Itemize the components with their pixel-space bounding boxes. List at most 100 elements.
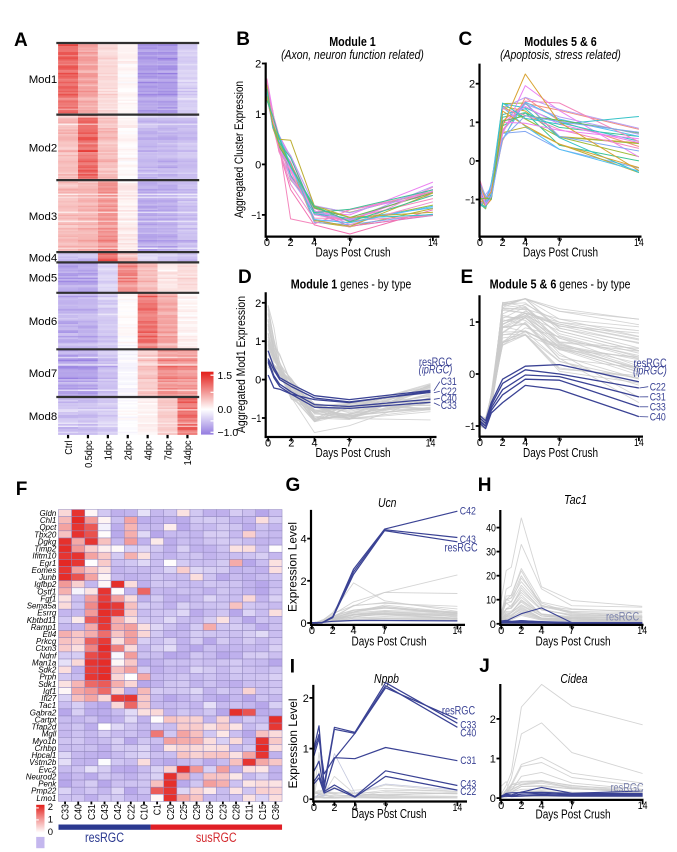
svg-text:0.5dpc: 0.5dpc [83, 441, 95, 468]
svg-text:0: 0 [265, 437, 271, 449]
svg-text:Days Post Crush: Days Post Crush [352, 635, 427, 649]
svg-text:14: 14 [453, 802, 463, 814]
svg-text:Ctrl: Ctrl [63, 441, 75, 455]
svg-text:Module 1: Module 1 [329, 34, 376, 49]
svg-text:C40: C40 [74, 804, 85, 820]
svg-text:C11: C11 [245, 804, 256, 820]
svg-text:Aggregated Mod1 Expression: Aggregated Mod1 Expression [236, 296, 248, 433]
svg-text:susRGC: susRGC [196, 830, 237, 845]
svg-text:4: 4 [311, 237, 317, 249]
svg-text:I: I [290, 656, 295, 677]
svg-text:0: 0 [300, 618, 306, 630]
svg-text:Ostf1: Ostf1 [37, 587, 56, 596]
svg-text:14: 14 [426, 437, 436, 449]
svg-text:C31: C31 [441, 376, 457, 388]
svg-text:(Apoptosis, stress related): (Apoptosis, stress related) [500, 47, 621, 62]
svg-text:4: 4 [352, 802, 358, 814]
svg-text:1.5: 1.5 [218, 370, 233, 382]
svg-text:A: A [14, 30, 28, 51]
svg-text:Ifi27: Ifi27 [41, 694, 56, 703]
svg-text:Mod4: Mod4 [29, 252, 58, 264]
svg-text:resRGC: resRGC [611, 783, 644, 795]
svg-text:0: 0 [469, 156, 475, 168]
svg-text:2: 2 [500, 437, 506, 449]
svg-text:0: 0 [477, 437, 483, 449]
svg-text:7dpc: 7dpc [162, 441, 174, 461]
svg-text:0: 0 [490, 793, 496, 805]
svg-text:4: 4 [300, 534, 306, 546]
svg-text:Cidea: Cidea [560, 671, 587, 686]
svg-text:−1: −1 [251, 210, 261, 222]
svg-text:Cartpt: Cartpt [35, 715, 57, 724]
svg-text:resRGC: resRGC [85, 830, 124, 845]
svg-text:0: 0 [48, 827, 53, 838]
svg-text:C26: C26 [205, 804, 216, 820]
svg-text:Days Post Crush: Days Post Crush [536, 808, 611, 822]
svg-text:C33: C33 [61, 804, 72, 820]
svg-text:Mod6: Mod6 [29, 316, 58, 328]
svg-text:H: H [478, 475, 492, 496]
svg-text:4: 4 [311, 437, 317, 449]
svg-text:C31: C31 [650, 391, 666, 403]
svg-text:(ipRGC): (ipRGC) [419, 365, 453, 377]
svg-text:D: D [238, 267, 252, 288]
svg-text:Ifitm10: Ifitm10 [32, 552, 56, 561]
svg-text:40: 40 [486, 523, 496, 535]
svg-text:0.0: 0.0 [218, 404, 233, 416]
svg-text:1dpc: 1dpc [103, 441, 115, 461]
svg-text:2: 2 [518, 800, 524, 812]
svg-text:2: 2 [48, 802, 53, 813]
svg-text:−1: −1 [251, 413, 261, 425]
svg-text:1: 1 [255, 109, 261, 121]
svg-text:7: 7 [569, 625, 575, 637]
svg-text:resRGC: resRGC [606, 612, 639, 624]
svg-text:−1.0: −1.0 [218, 427, 239, 439]
svg-text:Lmo1: Lmo1 [36, 794, 56, 803]
svg-text:C25: C25 [179, 804, 190, 820]
svg-text:Eomes: Eomes [32, 566, 57, 575]
svg-text:0: 0 [498, 625, 504, 637]
svg-text:Expression Level: Expression Level [286, 699, 300, 789]
svg-text:Dgkg: Dgkg [38, 537, 57, 546]
svg-text:10: 10 [486, 595, 496, 607]
svg-text:2: 2 [288, 437, 294, 449]
svg-text:14: 14 [638, 800, 648, 812]
svg-text:Tfap2d: Tfap2d [32, 723, 57, 732]
svg-text:Esrrg: Esrrg [37, 609, 56, 618]
svg-text:C1: C1 [153, 804, 164, 815]
svg-text:C40: C40 [460, 728, 476, 740]
svg-text:Igfbp2: Igfbp2 [34, 580, 57, 589]
svg-text:G: G [286, 475, 301, 496]
svg-text:2: 2 [303, 693, 309, 705]
svg-text:genes - by type: genes - by type [556, 277, 630, 292]
svg-text:0: 0 [498, 800, 504, 812]
svg-text:1: 1 [48, 814, 53, 825]
svg-text:C10: C10 [140, 804, 151, 820]
svg-text:2: 2 [330, 625, 336, 637]
svg-text:Module 5 & 6: Module 5 & 6 [490, 277, 557, 292]
svg-text:Ndnf: Ndnf [40, 651, 58, 660]
svg-text:Aggregated Cluster Expression: Aggregated Cluster Expression [234, 81, 246, 218]
svg-text:Sema5a: Sema5a [27, 602, 57, 611]
svg-text:C31: C31 [87, 804, 98, 820]
svg-text:14: 14 [637, 625, 647, 637]
svg-text:Days Post Crush: Days Post Crush [316, 446, 391, 460]
svg-text:2: 2 [518, 625, 524, 637]
svg-text:0: 0 [264, 237, 270, 249]
svg-text:Fgf1: Fgf1 [40, 594, 56, 603]
svg-text:C33: C33 [650, 401, 666, 413]
svg-text:(ipRGC): (ipRGC) [633, 366, 667, 378]
svg-text:C22: C22 [126, 804, 137, 820]
svg-text:20: 20 [486, 571, 496, 583]
svg-text:J: J [479, 656, 490, 677]
svg-text:−1: −1 [465, 195, 475, 207]
svg-text:7: 7 [556, 237, 562, 249]
svg-text:0: 0 [311, 802, 317, 814]
svg-text:2dpc: 2dpc [123, 441, 135, 461]
svg-text:Nppb: Nppb [374, 671, 399, 686]
svg-text:Myo1b: Myo1b [32, 737, 56, 746]
svg-text:Neurod2: Neurod2 [26, 772, 57, 781]
svg-text:Module 1: Module 1 [291, 277, 338, 292]
svg-text:Days Post Crush: Days Post Crush [316, 246, 391, 260]
svg-text:Modules 5 & 6: Modules 5 & 6 [524, 34, 597, 49]
